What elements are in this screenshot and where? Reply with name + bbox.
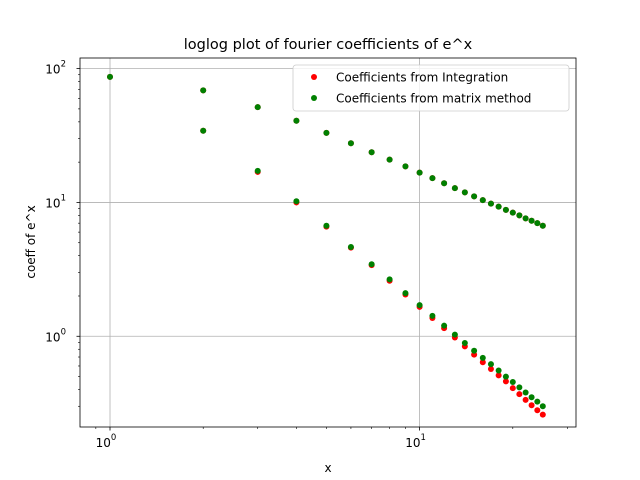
data-point-series-2 [502,206,509,213]
data-point-series-2 [429,312,436,319]
data-point-series-1 [502,378,509,385]
data-point-series-1 [539,411,546,418]
data-point-series-2 [516,384,523,391]
legend-box [292,64,570,112]
data-point-series-2 [522,215,529,222]
data-point-series-2 [200,87,207,94]
data-point-series-2 [471,347,478,354]
legend-label: Coefficients from Integration [336,71,508,85]
data-point-series-2 [254,104,261,111]
data-point-series-2 [293,198,300,205]
data-point-series-2 [539,222,546,229]
data-point-series-2 [293,117,300,124]
data-point-series-2 [429,175,436,182]
data-point-series-2 [386,276,393,283]
y-tick-exponent: 2 [61,60,66,70]
data-point-series-2 [347,243,354,250]
x-tick-exponent: 1 [421,433,426,443]
data-point-series-2 [347,140,354,147]
data-point-series-2 [522,389,529,396]
data-point-series-1 [487,365,494,372]
data-point-series-2 [451,185,458,192]
data-point-series-2 [200,127,207,134]
y-axis-label: coeff of e^x [24,205,38,278]
data-point-series-2 [495,367,502,374]
data-point-series-1 [534,407,541,414]
data-point-series-2 [534,398,541,405]
legend-label: Coefficients from matrix method [336,92,531,106]
data-point-series-2 [323,129,330,136]
data-point-series-2 [471,193,478,200]
x-tick-exponent: 0 [111,433,116,443]
data-point-series-2 [323,222,330,229]
data-point-series-2 [509,379,516,386]
chart-title: loglog plot of fourier coefficients of e… [184,37,473,53]
data-point-series-2 [479,354,486,361]
data-point-series-2 [487,361,494,368]
data-point-series-1 [479,359,486,366]
data-point-series-2 [416,169,423,176]
data-point-series-2 [441,180,448,187]
data-point-series-1 [528,402,535,409]
data-point-series-2 [368,149,375,156]
data-point-series-2 [487,200,494,207]
data-point-series-2 [402,290,409,297]
data-point-series-2 [516,212,523,219]
data-point-series-2 [528,217,535,224]
data-point-series-2 [495,203,502,210]
y-tick-exponent: 0 [61,327,66,337]
y-tick-exponent: 1 [61,193,66,203]
data-point-series-2 [107,73,114,80]
data-point-series-2 [479,197,486,204]
data-point-series-2 [502,373,509,380]
data-point-series-2 [402,163,409,170]
data-point-series-2 [534,220,541,227]
data-point-series-2 [461,189,468,196]
data-point-series-2 [451,331,458,338]
data-point-series-2 [254,167,261,174]
data-point-series-2 [509,209,516,216]
data-point-series-2 [416,302,423,309]
data-point-series-2 [386,156,393,163]
data-points [107,73,546,418]
legend: Coefficients from Integration Coefficient… [292,64,570,112]
data-point-series-2 [368,261,375,268]
data-point-series-2 [461,340,468,347]
data-point-series-2 [441,322,448,329]
data-point-series-1 [522,396,529,403]
data-point-series-2 [539,403,546,410]
legend-marker [311,95,317,101]
x-axis-label: x [324,461,331,475]
data-point-series-1 [495,372,502,379]
data-point-series-1 [516,391,523,398]
legend-marker [311,74,317,80]
data-point-series-2 [528,394,535,401]
data-point-series-1 [509,385,516,392]
